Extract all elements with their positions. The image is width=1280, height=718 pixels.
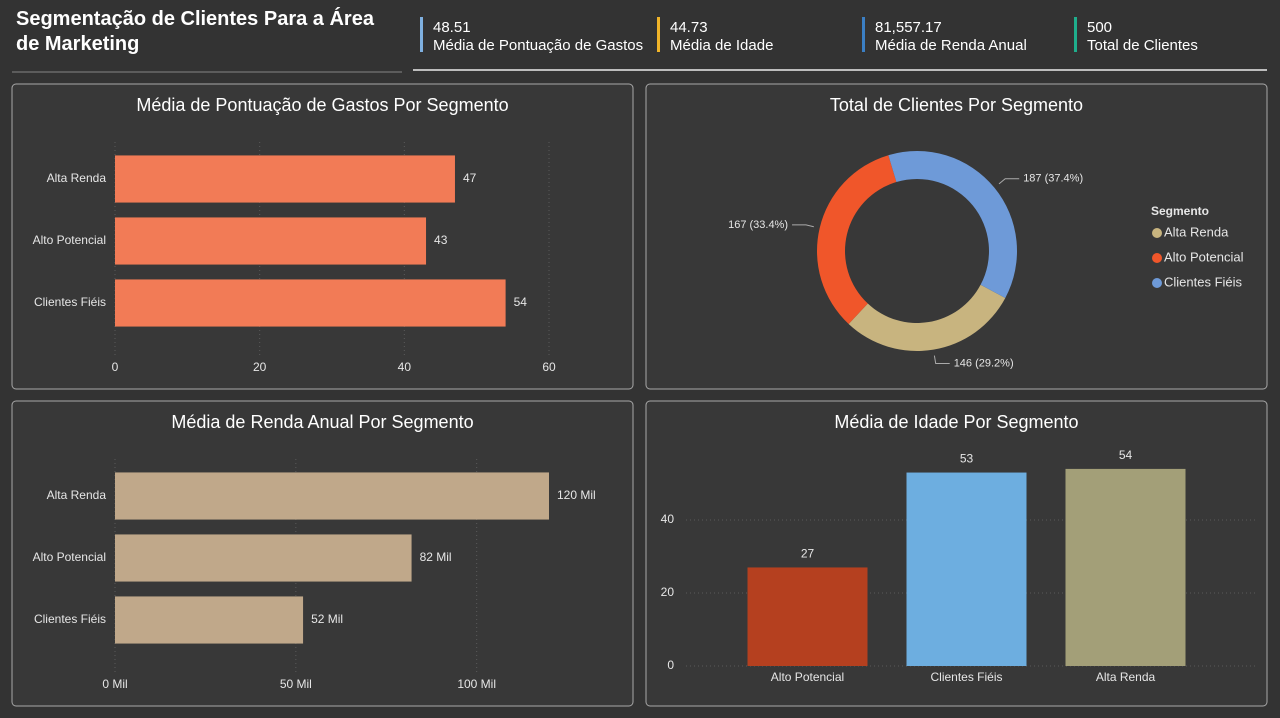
x-tick-label: Alto Potencial <box>771 670 844 684</box>
legend-title: Segmento <box>1151 204 1209 218</box>
bar <box>115 534 412 582</box>
kpi-label: Média de Renda Anual <box>875 37 1027 54</box>
y-tick-label: Alto Potencial <box>33 550 106 564</box>
legend-label: Alto Potencial <box>1164 249 1244 264</box>
legend-swatch <box>1152 278 1162 288</box>
x-tick-label: 60 <box>542 360 556 374</box>
bar <box>115 279 506 327</box>
donut-slice <box>817 155 897 324</box>
kpi-value: 44.73 <box>670 19 708 36</box>
leader-line <box>933 355 950 364</box>
y-tick-label: Clientes Fiéis <box>34 612 106 626</box>
data-label: 53 <box>960 452 974 466</box>
x-tick-label: 100 Mil <box>457 677 496 691</box>
bar <box>906 472 1027 666</box>
kpi-label: Total de Clientes <box>1087 37 1198 54</box>
x-tick-label: Clientes Fiéis <box>930 670 1002 684</box>
chart-title: Total de Clientes Por Segmento <box>830 95 1083 115</box>
data-label: 82 Mil <box>420 550 452 564</box>
bar <box>115 472 549 520</box>
dashboard-title: Segmentação de Clientes Para a Área de Ma… <box>16 7 375 55</box>
kpi-value: 81,557.17 <box>875 19 942 36</box>
bar <box>115 217 427 265</box>
y-tick-label: Clientes Fiéis <box>34 295 106 309</box>
data-label: 146 (29.2%) <box>954 357 1014 369</box>
bar <box>1065 468 1186 666</box>
chart-title: Média de Pontuação de Gastos Por Segment… <box>136 95 508 115</box>
data-label: 27 <box>801 547 815 561</box>
legend-label: Alta Renda <box>1164 224 1229 239</box>
x-tick-label: 20 <box>253 360 267 374</box>
kpi-label: Média de Pontuação de Gastos <box>433 37 643 54</box>
data-label: 187 (37.4%) <box>1023 173 1083 185</box>
x-tick-label: 0 <box>112 360 119 374</box>
y-tick-label: 40 <box>661 512 675 526</box>
kpi-accent <box>1074 17 1077 52</box>
kpi-label: Média de Idade <box>670 37 773 54</box>
leader-line <box>792 224 814 228</box>
y-tick-label: 20 <box>661 585 675 599</box>
kpi-accent <box>862 17 865 52</box>
bar <box>115 155 455 203</box>
x-tick-label: 40 <box>398 360 412 374</box>
data-label: 52 Mil <box>311 612 343 626</box>
bar <box>115 596 304 644</box>
x-tick-label: Alta Renda <box>1096 670 1156 684</box>
legend-swatch <box>1152 253 1162 263</box>
kpi-accent <box>420 17 423 52</box>
donut-slice <box>888 151 1017 298</box>
bar <box>747 567 868 666</box>
chart-title: Média de Idade Por Segmento <box>834 412 1078 432</box>
leader-line <box>998 178 1020 185</box>
kpi-accent <box>657 17 660 52</box>
data-label: 47 <box>463 171 477 185</box>
data-label: 43 <box>434 233 448 247</box>
kpi-value: 500 <box>1087 19 1112 36</box>
legend-label: Clientes Fiéis <box>1164 274 1243 289</box>
y-tick-label: 0 <box>667 658 674 672</box>
panel <box>645 83 1268 390</box>
y-tick-label: Alta Renda <box>47 171 107 185</box>
data-label: 54 <box>514 295 528 309</box>
data-label: 120 Mil <box>557 488 596 502</box>
chart-title: Média de Renda Anual Por Segmento <box>171 412 473 432</box>
y-tick-label: Alto Potencial <box>33 233 106 247</box>
x-tick-label: 50 Mil <box>280 677 312 691</box>
donut-slice <box>848 284 1006 351</box>
data-label: 167 (33.4%) <box>728 219 788 231</box>
x-tick-label: 0 Mil <box>102 677 127 691</box>
legend-swatch <box>1152 228 1162 238</box>
kpi-value: 48.51 <box>433 19 471 36</box>
y-tick-label: Alta Renda <box>47 488 107 502</box>
data-label: 54 <box>1119 448 1133 462</box>
